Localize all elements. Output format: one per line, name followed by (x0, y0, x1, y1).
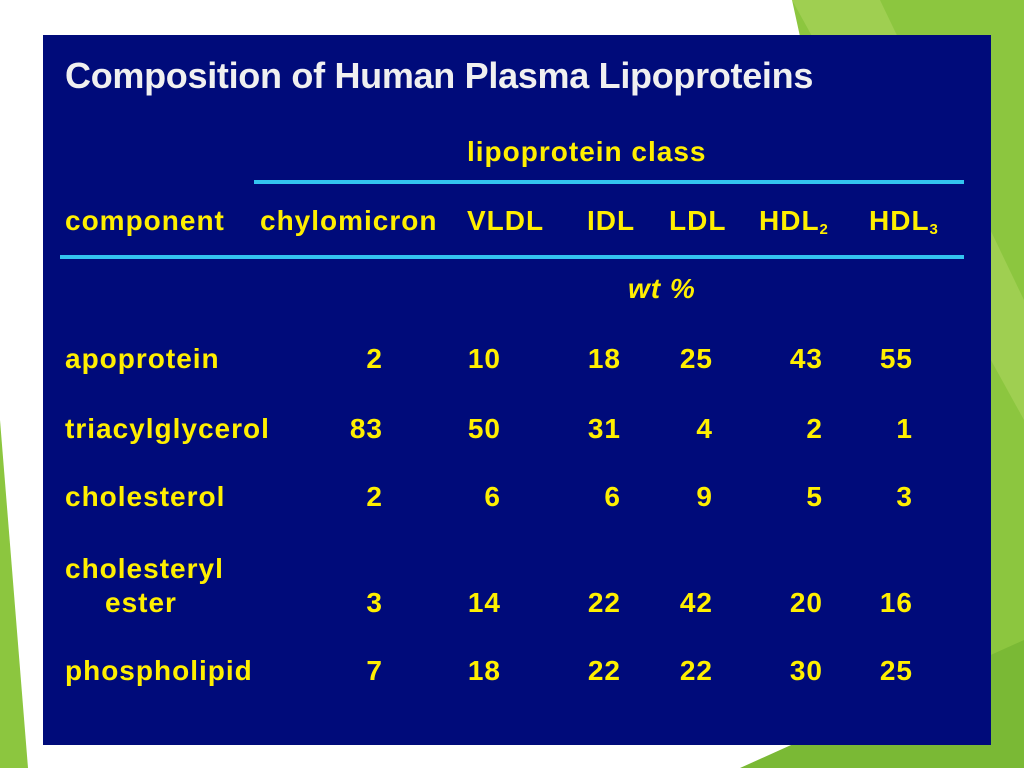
cell-cholesteryl-ester-ldl: 42 (679, 587, 713, 618)
column-header-label: IDL (587, 205, 636, 236)
slide-title: Composition of Human Plasma Lipoproteins (65, 55, 814, 96)
column-header-label: chylomicron (260, 205, 438, 236)
cell-phospholipid-chylomicron: 7 (366, 655, 383, 686)
column-header-chylomicron: chylomicron (260, 207, 437, 235)
cell-cholesterol-hdl3: 3 (896, 481, 913, 512)
cell-cholesteryl-ester-hdl2: 20 (789, 587, 823, 618)
cell-triacylglycerol-vldl: 50 (467, 413, 501, 444)
cell-phospholipid-idl: 22 (587, 655, 621, 686)
row-label-triacylglycerol: triacylglycerol (65, 413, 270, 444)
column-header-label: LDL (669, 205, 727, 236)
cell-cholesteryl-ester-idl: 22 (587, 587, 621, 618)
cell-apoprotein-idl: 18 (587, 343, 621, 374)
column-header-subscript: 2 (819, 221, 828, 238)
cell-cholesterol-hdl2: 5 (806, 481, 823, 512)
row-label-phospholipid: phospholipid (65, 655, 253, 686)
column-header-label: HDL (869, 205, 930, 236)
column-header-hdl3: HDL3 (869, 205, 938, 238)
class-header-rule (254, 180, 964, 184)
cell-apoprotein-hdl2: 43 (789, 343, 823, 374)
column-header-label: HDL (759, 205, 820, 236)
table-slide: Composition of Human Plasma Lipoproteins… (43, 35, 991, 745)
cell-apoprotein-chylomicron: 2 (366, 343, 383, 374)
cell-cholesteryl-ester-hdl3: 16 (879, 587, 913, 618)
column-header-label: VLDL (467, 205, 545, 236)
cell-phospholipid-ldl: 22 (679, 655, 713, 686)
cell-cholesterol-vldl: 6 (484, 481, 501, 512)
cell-phospholipid-vldl: 18 (467, 655, 501, 686)
column-header-subscript: 3 (929, 221, 938, 238)
cell-cholesterol-idl: 6 (604, 481, 621, 512)
cell-triacylglycerol-chylomicron: 83 (349, 413, 383, 444)
cell-cholesteryl-ester-vldl: 14 (467, 587, 501, 618)
unit-label: wt % (628, 273, 696, 304)
cell-triacylglycerol-hdl2: 2 (806, 413, 823, 444)
cell-triacylglycerol-ldl: 4 (696, 413, 713, 444)
cell-phospholipid-hdl3: 25 (879, 655, 913, 686)
cell-apoprotein-vldl: 10 (467, 343, 501, 374)
cell-apoprotein-hdl3: 55 (879, 343, 913, 374)
cell-triacylglycerol-idl: 31 (587, 413, 621, 444)
column-header-rule (60, 255, 964, 259)
row-label-cholesterol: cholesterol (65, 481, 226, 512)
row-label-cholesteryl: cholesteryl (65, 553, 224, 584)
row-label-ester: ester (105, 587, 177, 618)
cell-cholesterol-ldl: 9 (696, 481, 713, 512)
row-label-apoprotein: apoprotein (65, 343, 220, 374)
column-header-idl: IDL (587, 207, 635, 235)
cell-apoprotein-ldl: 25 (679, 343, 713, 374)
column-header-hdl2: HDL2 (759, 205, 828, 238)
cell-cholesterol-chylomicron: 2 (366, 481, 383, 512)
green-accent-left (0, 420, 28, 768)
column-header-vldl: VLDL (467, 207, 544, 235)
class-header: lipoprotein class (467, 136, 707, 167)
component-header: component (65, 205, 225, 236)
cell-triacylglycerol-hdl3: 1 (896, 413, 913, 444)
cell-cholesteryl-ester-chylomicron: 3 (366, 587, 383, 618)
column-header-ldl: LDL (669, 207, 726, 235)
cell-phospholipid-hdl2: 30 (789, 655, 823, 686)
